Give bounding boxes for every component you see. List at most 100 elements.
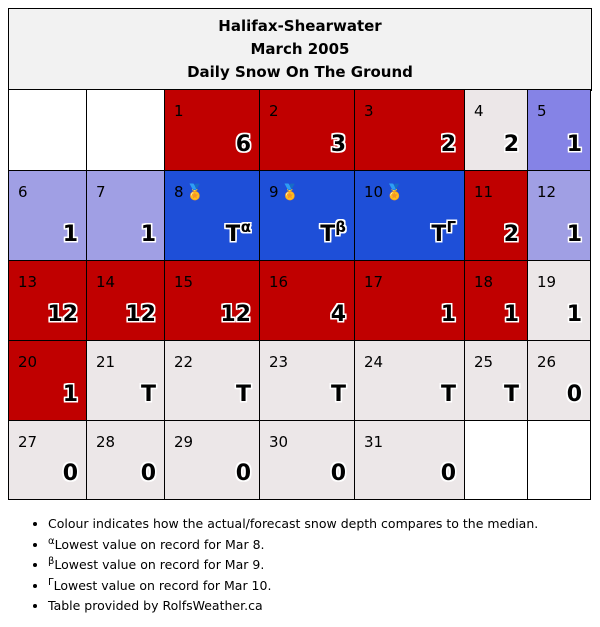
day-number-text: 3 <box>364 102 374 120</box>
snow-depth-value: T <box>504 383 519 407</box>
day-number-text: 2 <box>269 102 279 120</box>
day-cell-20: 20 1 <box>8 340 87 421</box>
day-number-text: 25 <box>474 353 494 371</box>
day-number-text: 13 <box>18 273 38 291</box>
snow-depth-value: 1 <box>141 223 156 247</box>
day-number-text: 11 <box>474 183 494 201</box>
day-number: 14 <box>96 273 115 291</box>
day-number-text: 9 <box>269 183 279 201</box>
day-number: 27 <box>18 433 37 451</box>
snow-depth-text: 1 <box>62 382 78 407</box>
snow-depth-text: T <box>431 222 447 247</box>
day-number: 22 <box>174 353 193 371</box>
snow-depth-value: 0 <box>567 383 582 407</box>
day-number-text: 26 <box>537 353 557 371</box>
snow-calendar: 1 6 2 3 3 2 4 2 5 1 6 1 7 1 8 🏅 Tα 9 🏅 Tβ 10 🏅 TΓ 11 2 12 1 13 12 14 1… <box>8 89 591 500</box>
day-number: 3 <box>364 102 374 120</box>
day-number: 20 <box>18 353 37 371</box>
day-cell-30: 30 0 <box>259 420 355 500</box>
snow-depth-text: 1 <box>566 302 582 327</box>
day-number: 9 🏅 <box>269 183 299 201</box>
snow-depth-value: TΓ <box>431 220 456 247</box>
snow-depth-value: T <box>441 383 456 407</box>
snow-depth-value: 1 <box>567 133 582 157</box>
day-number: 6 <box>18 183 28 201</box>
note-item: βLowest value on record for Mar 9. <box>48 555 538 576</box>
snow-depth-text: 12 <box>220 302 251 327</box>
day-number-text: 8 <box>174 183 184 201</box>
note-marker: β <box>48 556 55 567</box>
day-cell-14: 14 12 <box>86 260 165 341</box>
note-item: Table provided by RolfsWeather.ca <box>48 596 538 617</box>
day-cell-29: 29 0 <box>164 420 260 500</box>
snow-depth-text: T <box>235 382 251 407</box>
day-number: 21 <box>96 353 115 371</box>
note-text: Table provided by RolfsWeather.ca <box>48 598 263 613</box>
day-number: 28 <box>96 433 115 451</box>
snow-depth-text: 0 <box>330 461 346 486</box>
snow-depth-value: 4 <box>331 303 346 327</box>
empty-cell <box>464 420 528 500</box>
snow-depth-text: 0 <box>566 382 582 407</box>
snow-depth-value: 0 <box>331 462 346 486</box>
week-row: 13 12 14 12 15 12 16 4 17 1 18 1 19 1 <box>8 260 591 341</box>
snow-depth-text: 12 <box>47 302 78 327</box>
snow-depth-text: T <box>320 222 336 247</box>
day-number-text: 15 <box>174 273 194 291</box>
day-number: 23 <box>269 353 288 371</box>
notes-list: Colour indicates how the actual/forecast… <box>28 514 538 617</box>
day-number-text: 24 <box>364 353 384 371</box>
snow-depth-value: 3 <box>331 133 346 157</box>
snow-depth-value: 0 <box>236 462 251 486</box>
day-number: 5 <box>537 102 547 120</box>
snow-depth-text: 2 <box>440 132 456 157</box>
day-number: 25 <box>474 353 493 371</box>
day-number: 7 <box>96 183 106 201</box>
day-number-text: 5 <box>537 102 547 120</box>
day-cell-31: 31 0 <box>354 420 465 500</box>
snow-depth-text: T <box>503 382 519 407</box>
snow-depth-value: 12 <box>220 303 251 327</box>
note-item: Colour indicates how the actual/forecast… <box>48 514 538 535</box>
snow-depth-text: 1 <box>566 132 582 157</box>
day-number-text: 16 <box>269 273 289 291</box>
day-number: 17 <box>364 273 383 291</box>
day-cell-27: 27 0 <box>8 420 87 500</box>
footnote-marker: α <box>240 218 251 236</box>
note-text: Lowest value on record for Mar 10. <box>53 577 272 593</box>
day-cell-9: 9 🏅 Tβ <box>259 170 355 261</box>
snow-depth-text: 0 <box>140 461 156 486</box>
day-cell-15: 15 12 <box>164 260 260 341</box>
day-number: 16 <box>269 273 288 291</box>
day-number: 4 <box>474 102 484 120</box>
day-number-text: 14 <box>96 273 116 291</box>
snow-depth-value: 1 <box>567 303 582 327</box>
day-number: 8 🏅 <box>174 183 204 201</box>
snow-depth-text: T <box>140 382 156 407</box>
day-number: 13 <box>18 273 37 291</box>
day-number-text: 23 <box>269 353 289 371</box>
note-text: Colour indicates how the actual/forecast… <box>48 516 539 531</box>
day-cell-8: 8 🏅 Tα <box>164 170 260 261</box>
day-cell-24: 24 T <box>354 340 465 421</box>
day-cell-11: 11 2 <box>464 170 528 261</box>
snow-depth-value: Tβ <box>320 220 346 247</box>
week-row: 6 1 7 1 8 🏅 Tα 9 🏅 Tβ 10 🏅 TΓ 11 2 12 1 <box>8 170 591 261</box>
snow-depth-text: 1 <box>140 222 156 247</box>
note-marker: α <box>48 535 55 547</box>
day-number: 15 <box>174 273 193 291</box>
snow-depth-value: 1 <box>63 383 78 407</box>
snow-depth-text: T <box>330 382 346 407</box>
day-number: 24 <box>364 353 383 371</box>
medal-icon: 🏅 <box>280 183 300 201</box>
day-number-text: 19 <box>537 273 557 291</box>
week-row: 20 1 21 T 22 T 23 T 24 T 25 T 26 0 <box>8 340 591 421</box>
day-number-text: 4 <box>474 102 484 120</box>
